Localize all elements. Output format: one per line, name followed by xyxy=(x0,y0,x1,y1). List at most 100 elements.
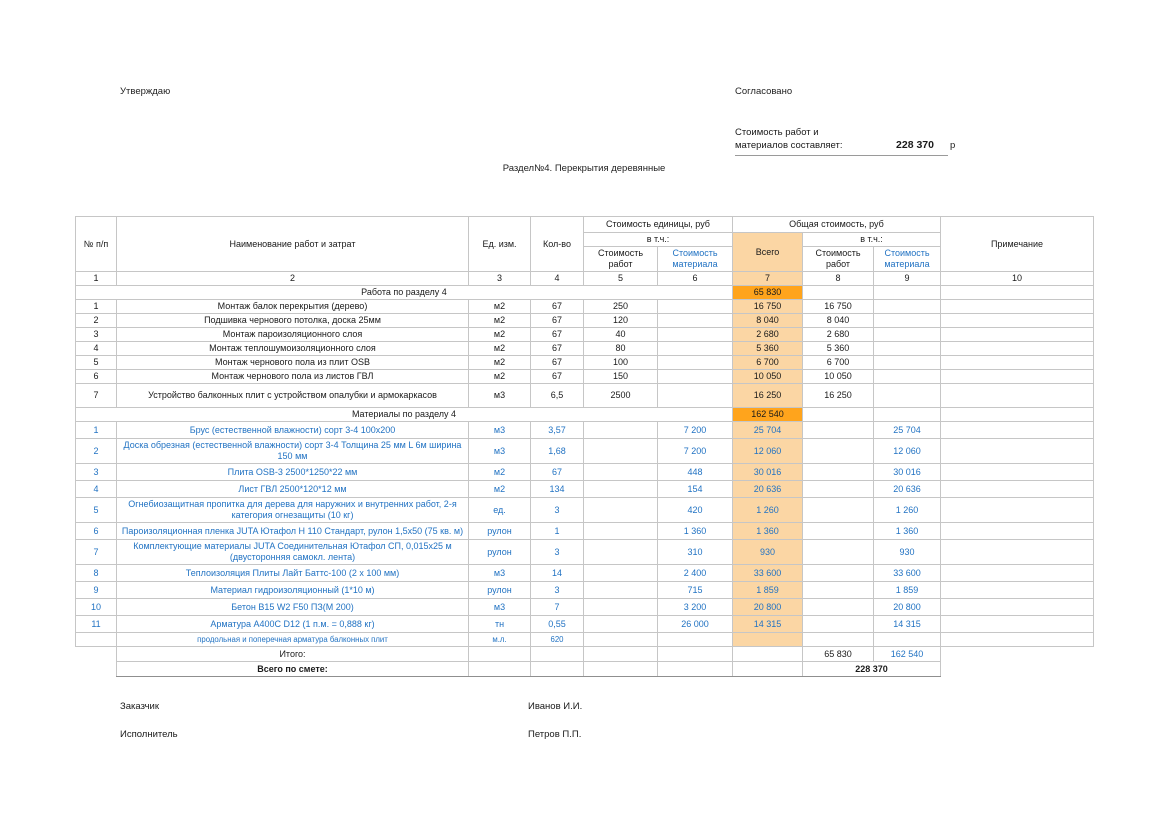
cell-unit-material: 3 200 xyxy=(657,598,733,616)
cell-unit-material xyxy=(657,369,733,384)
cell-qty: 67 xyxy=(530,463,584,481)
cell-sum-material: 20 800 xyxy=(873,598,941,616)
col-number: 6 xyxy=(657,271,733,286)
cell-unit-work xyxy=(583,497,658,523)
table-row: 1 Брус (естественной влажности) сорт 3-4 … xyxy=(75,421,1094,439)
cell-sum-work xyxy=(802,463,874,481)
cell-note xyxy=(940,615,1094,633)
cell-total: 930 xyxy=(732,539,803,565)
cell-sum-material xyxy=(873,285,941,300)
approve-label: Утверждаю xyxy=(120,86,171,97)
header-work-cost-sum: Стоимость работ xyxy=(802,246,874,272)
cell-name: Пароизоляционная пленка JUTA Ютафол Н 11… xyxy=(116,522,469,540)
customer-name: Иванов И.И. xyxy=(528,701,583,712)
cell-note xyxy=(940,581,1094,599)
cell-unit-material xyxy=(657,355,733,370)
cell-note xyxy=(940,355,1094,370)
cell-sum-material: 33 600 xyxy=(873,564,941,582)
cell-qty: 6,5 xyxy=(530,383,584,408)
cell-sum-material xyxy=(873,355,941,370)
cell-num: 11 xyxy=(75,615,117,633)
table-header: № п/п Наименование работ и затрат Ед. из… xyxy=(75,216,1094,286)
col-number: 2 xyxy=(116,271,469,286)
cell-unit: м3 xyxy=(468,421,531,439)
cell-qty: 3 xyxy=(530,581,584,599)
col-number: 4 xyxy=(530,271,584,286)
cell-sum-work: 16 750 xyxy=(802,299,874,314)
cell-total: 1 859 xyxy=(732,581,803,599)
cell-section-name: Материалы по разделу 4 xyxy=(75,407,733,422)
table-row: 7 Устройство балконных плит с устройством… xyxy=(75,383,1094,408)
table-row: Всего по смете: 228 370 xyxy=(75,661,1094,677)
cell-unit: м3 xyxy=(468,383,531,408)
cell-sum-material xyxy=(873,341,941,356)
cell-total: 16 750 xyxy=(732,299,803,314)
cell-total: 162 540 xyxy=(732,407,803,422)
cell-name: Монтаж пароизоляционного слоя xyxy=(116,327,469,342)
cell-unit-work xyxy=(583,598,658,616)
cell-note xyxy=(940,438,1094,464)
cell-unit-material: 154 xyxy=(657,480,733,498)
table-row: 3 Плита OSB-3 2500*1250*22 мм м2 67 448 30 01… xyxy=(75,463,1094,481)
cell-note xyxy=(940,407,1094,422)
cell-qty: 7 xyxy=(530,598,584,616)
cell-num xyxy=(75,661,117,677)
col-number: 10 xyxy=(940,271,1094,286)
cell-unit: м2 xyxy=(468,480,531,498)
cell-sum-material: 14 315 xyxy=(873,615,941,633)
cell-unit: м3 xyxy=(468,564,531,582)
table-row: 7 Комплектующие материалы JUTA Соединител… xyxy=(75,539,1094,565)
cell-unit-work xyxy=(583,480,658,498)
cell-section-name: Работа по разделу 4 xyxy=(75,285,733,300)
cell-name: Монтаж чернового пола из листов ГВЛ xyxy=(116,369,469,384)
cell-sum-material xyxy=(873,369,941,384)
table-row: 11 Арматура А400С D12 (1 п.м. = 0,888 кг)… xyxy=(75,615,1094,633)
cell-name: Теплоизоляция Плиты Лайт Баттс-100 (2 х … xyxy=(116,564,469,582)
cell-note xyxy=(940,646,1094,662)
header-col-num: № п/п xyxy=(75,216,117,272)
cell-unit-work xyxy=(583,661,658,677)
cell-unit-material: 7 200 xyxy=(657,438,733,464)
table-row: 5 Монтаж чернового пола из плит OSB м2 67 10… xyxy=(75,355,1094,370)
table-row: 2 Доска обрезная (естественной влажности)… xyxy=(75,438,1094,464)
cell-name: продольная и поперечная арматура балконн… xyxy=(116,632,469,647)
cell-note xyxy=(940,383,1094,408)
cell-total: 20 636 xyxy=(732,480,803,498)
table-body: Работа по разделу 4 65 830 1 Монтаж балок п… xyxy=(75,285,1094,677)
col-number: 3 xyxy=(468,271,531,286)
cell-unit-work: 120 xyxy=(583,313,658,328)
cell-sum-work xyxy=(802,497,874,523)
table-row: 2 Подшивка чернового потолка, доска 25мм м… xyxy=(75,313,1094,328)
cell-note xyxy=(940,522,1094,540)
cell-name: Комплектующие материалы JUTA Соединитель… xyxy=(116,539,469,565)
cell-num: 7 xyxy=(75,383,117,408)
table-row: 4 Монтаж теплошумоизоляционного слоя м2 67 8… xyxy=(75,341,1094,356)
cell-qty: 134 xyxy=(530,480,584,498)
table-row: Работа по разделу 4 65 830 xyxy=(75,285,1094,300)
cell-name: Брус (естественной влажности) сорт 3-4 1… xyxy=(116,421,469,439)
cell-num: 5 xyxy=(75,497,117,523)
cell-qty: 67 xyxy=(530,327,584,342)
total-amount: 228 370 xyxy=(896,139,934,151)
cell-note xyxy=(940,632,1094,647)
cell-sum-material xyxy=(873,383,941,408)
column-number-row: 1 2 3 4 5 6 7 8 9 10 xyxy=(75,271,1094,286)
cost-statement-line2: материалов составляет: xyxy=(735,140,843,151)
cell-qty xyxy=(530,646,584,662)
cell-sum-work xyxy=(802,598,874,616)
cell-note xyxy=(940,598,1094,616)
cell-unit: рулон xyxy=(468,522,531,540)
table-row: 8 Теплоизоляция Плиты Лайт Баттс-100 (2 х… xyxy=(75,564,1094,582)
header-work-cost-unit: Стоимость работ xyxy=(583,246,658,272)
cell-name: Материал гидроизоляционный (1*10 м) xyxy=(116,581,469,599)
currency-label: р xyxy=(950,140,956,151)
table-row: 3 Монтаж пароизоляционного слоя м2 67 40 2 68… xyxy=(75,327,1094,342)
col-number: 1 xyxy=(75,271,117,286)
cell-unit: рулон xyxy=(468,581,531,599)
cell-unit-material: 715 xyxy=(657,581,733,599)
cell-unit xyxy=(468,646,531,662)
cell-qty: 14 xyxy=(530,564,584,582)
cell-qty: 1,68 xyxy=(530,438,584,464)
cell-num: 3 xyxy=(75,463,117,481)
cell-total: 1 260 xyxy=(732,497,803,523)
